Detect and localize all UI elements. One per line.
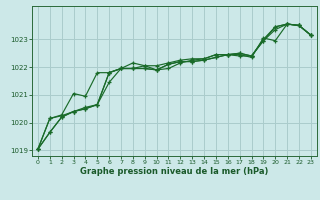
X-axis label: Graphe pression niveau de la mer (hPa): Graphe pression niveau de la mer (hPa): [80, 167, 268, 176]
